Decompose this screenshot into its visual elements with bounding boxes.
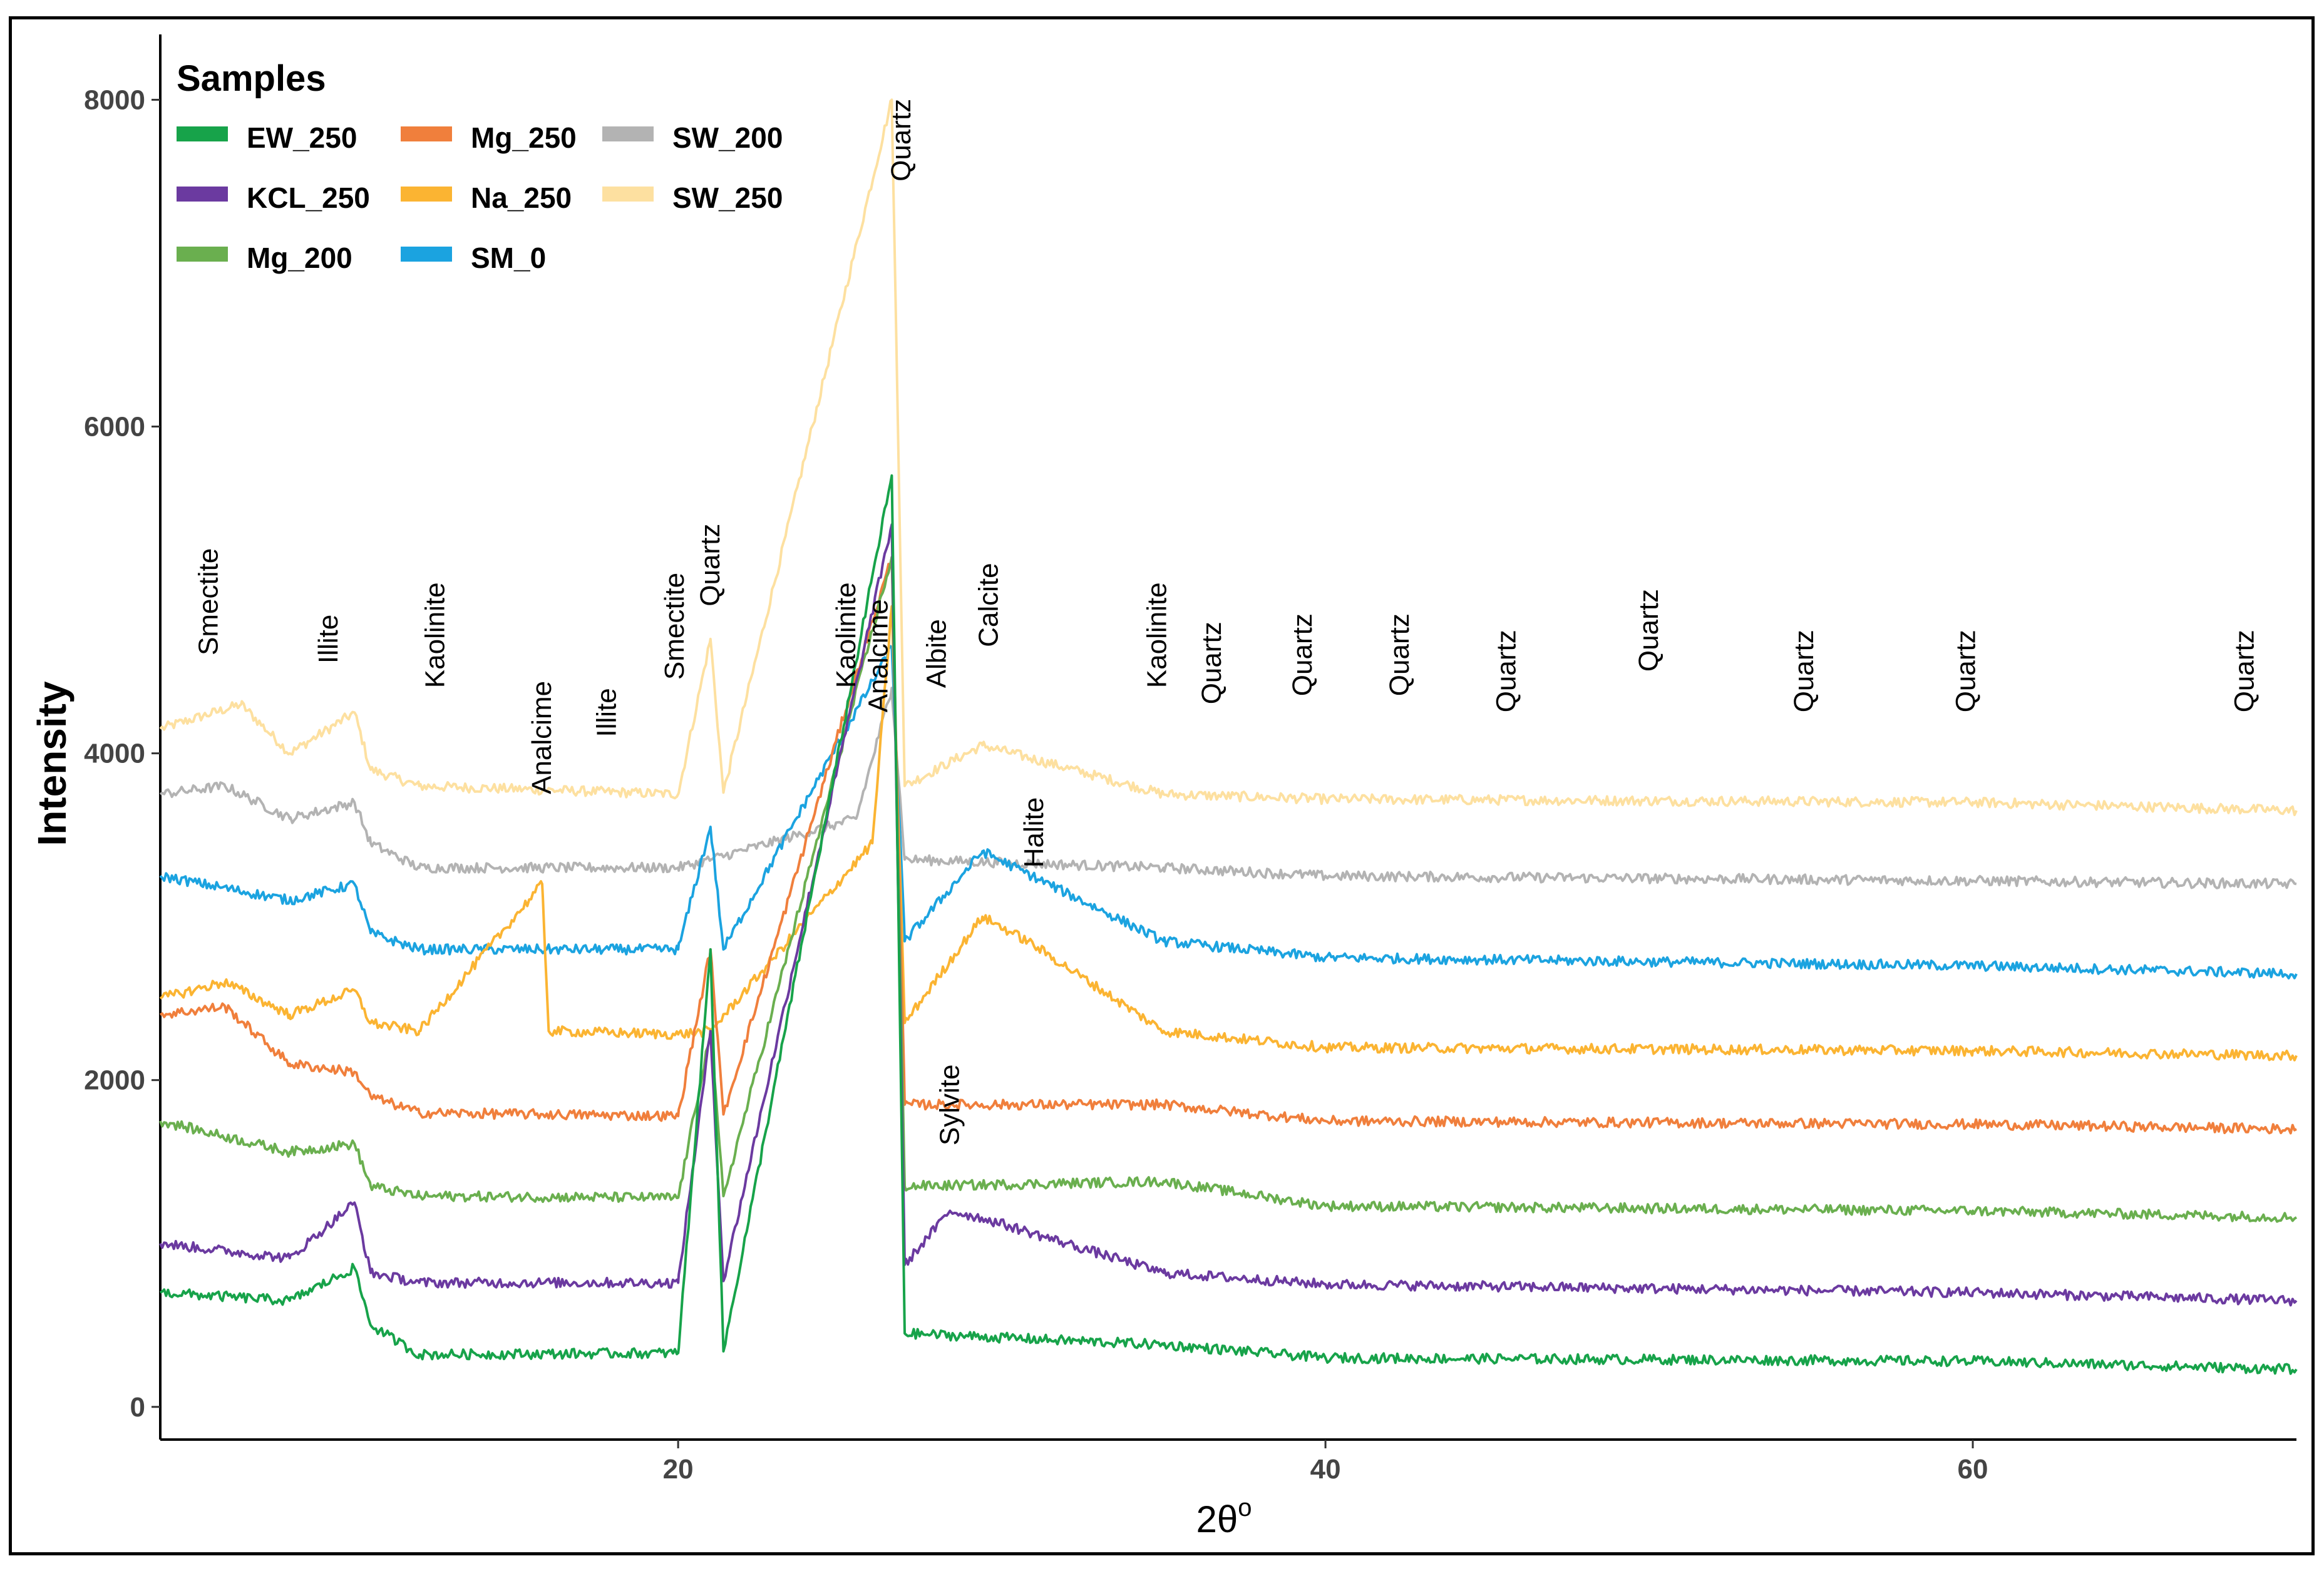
legend-swatch xyxy=(401,126,452,141)
series-layer xyxy=(159,98,2298,1375)
series-line-sm-0 xyxy=(159,645,2298,980)
y-tick-label: 0 xyxy=(130,1392,145,1423)
peak-label: Quartz xyxy=(1196,622,1227,704)
peak-label: Sylvite xyxy=(934,1065,965,1146)
peak-label: Smectite xyxy=(659,573,690,680)
legend-swatch xyxy=(177,126,228,141)
x-axis-title-main: 2θ xyxy=(1196,1498,1238,1540)
legend-swatch xyxy=(602,126,654,141)
y-tick-label: 6000 xyxy=(84,412,145,443)
figure-frame xyxy=(9,16,2315,1555)
legend-label: KCL_250 xyxy=(247,182,370,214)
peak-label: Quartz xyxy=(886,99,917,182)
legend: Samples EW_250 Mg_250 SW_200 KCL_250 Na_250 S… xyxy=(177,58,783,274)
y-tick-label: 4000 xyxy=(84,739,145,769)
peak-label: Analcime xyxy=(527,681,557,794)
peak-label: Kaolinite xyxy=(419,582,450,688)
legend-label: Mg_250 xyxy=(471,121,577,154)
peak-label: Kaolinite xyxy=(831,582,861,688)
axes xyxy=(159,34,2296,1441)
legend-swatch xyxy=(401,187,452,202)
peak-label: Quartz xyxy=(1633,589,1664,672)
legend-title: Samples xyxy=(177,58,326,99)
peak-label: Quartz xyxy=(2229,630,2260,712)
ticks: 0 2000 4000 6000 8000 20 40 60 xyxy=(84,84,1988,1485)
legend-swatch xyxy=(602,187,654,202)
peak-label: Halite xyxy=(1019,797,1049,868)
series-line-sw-200 xyxy=(159,687,2297,889)
series-line-sw-250 xyxy=(159,98,2298,816)
x-tick-label: 20 xyxy=(663,1454,694,1485)
peak-label: Kaolinite xyxy=(1141,582,1172,688)
peak-label: Illite xyxy=(591,688,622,737)
legend-swatch xyxy=(177,187,228,202)
series-line-kcl-250 xyxy=(159,523,2298,1307)
legend-label: EW_250 xyxy=(247,121,357,154)
peak-label: Quartz xyxy=(1287,613,1318,696)
peak-label: Quartz xyxy=(1789,630,1819,712)
peak-label: Quartz xyxy=(695,524,726,606)
series-line-na-250 xyxy=(159,605,2298,1062)
series-line-ew-250 xyxy=(160,474,2298,1375)
peak-label: Analcime xyxy=(863,599,894,712)
y-tick-label: 8000 xyxy=(84,84,145,115)
legend-label: SW_200 xyxy=(672,121,783,154)
peak-label: Smectite xyxy=(193,548,224,655)
legend-label: Mg_200 xyxy=(247,242,352,274)
peak-label: Illite xyxy=(313,615,344,663)
peak-label: Albite xyxy=(922,619,952,688)
series-line-mg-250 xyxy=(159,556,2297,1135)
peak-label: Quartz xyxy=(1951,630,1982,712)
peak-label: Quartz xyxy=(1384,613,1415,696)
x-tick-label: 60 xyxy=(1958,1454,1988,1485)
x-tick-label: 40 xyxy=(1310,1454,1341,1485)
legend-label: SW_250 xyxy=(672,182,783,214)
legend-label: Na_250 xyxy=(471,182,572,214)
legend-label: SM_0 xyxy=(471,242,546,274)
y-tick-label: 2000 xyxy=(84,1065,145,1096)
legend-swatch xyxy=(401,247,452,262)
peak-label: Quartz xyxy=(1491,630,1522,712)
peak-label: Calcite xyxy=(973,563,1004,647)
y-axis-title: Intensity xyxy=(29,681,75,846)
x-axis-title-sup: o xyxy=(1238,1494,1252,1522)
legend-swatch xyxy=(177,247,228,262)
series-line-mg-200 xyxy=(159,556,2298,1223)
x-axis-title: 2θo xyxy=(1196,1494,1252,1540)
